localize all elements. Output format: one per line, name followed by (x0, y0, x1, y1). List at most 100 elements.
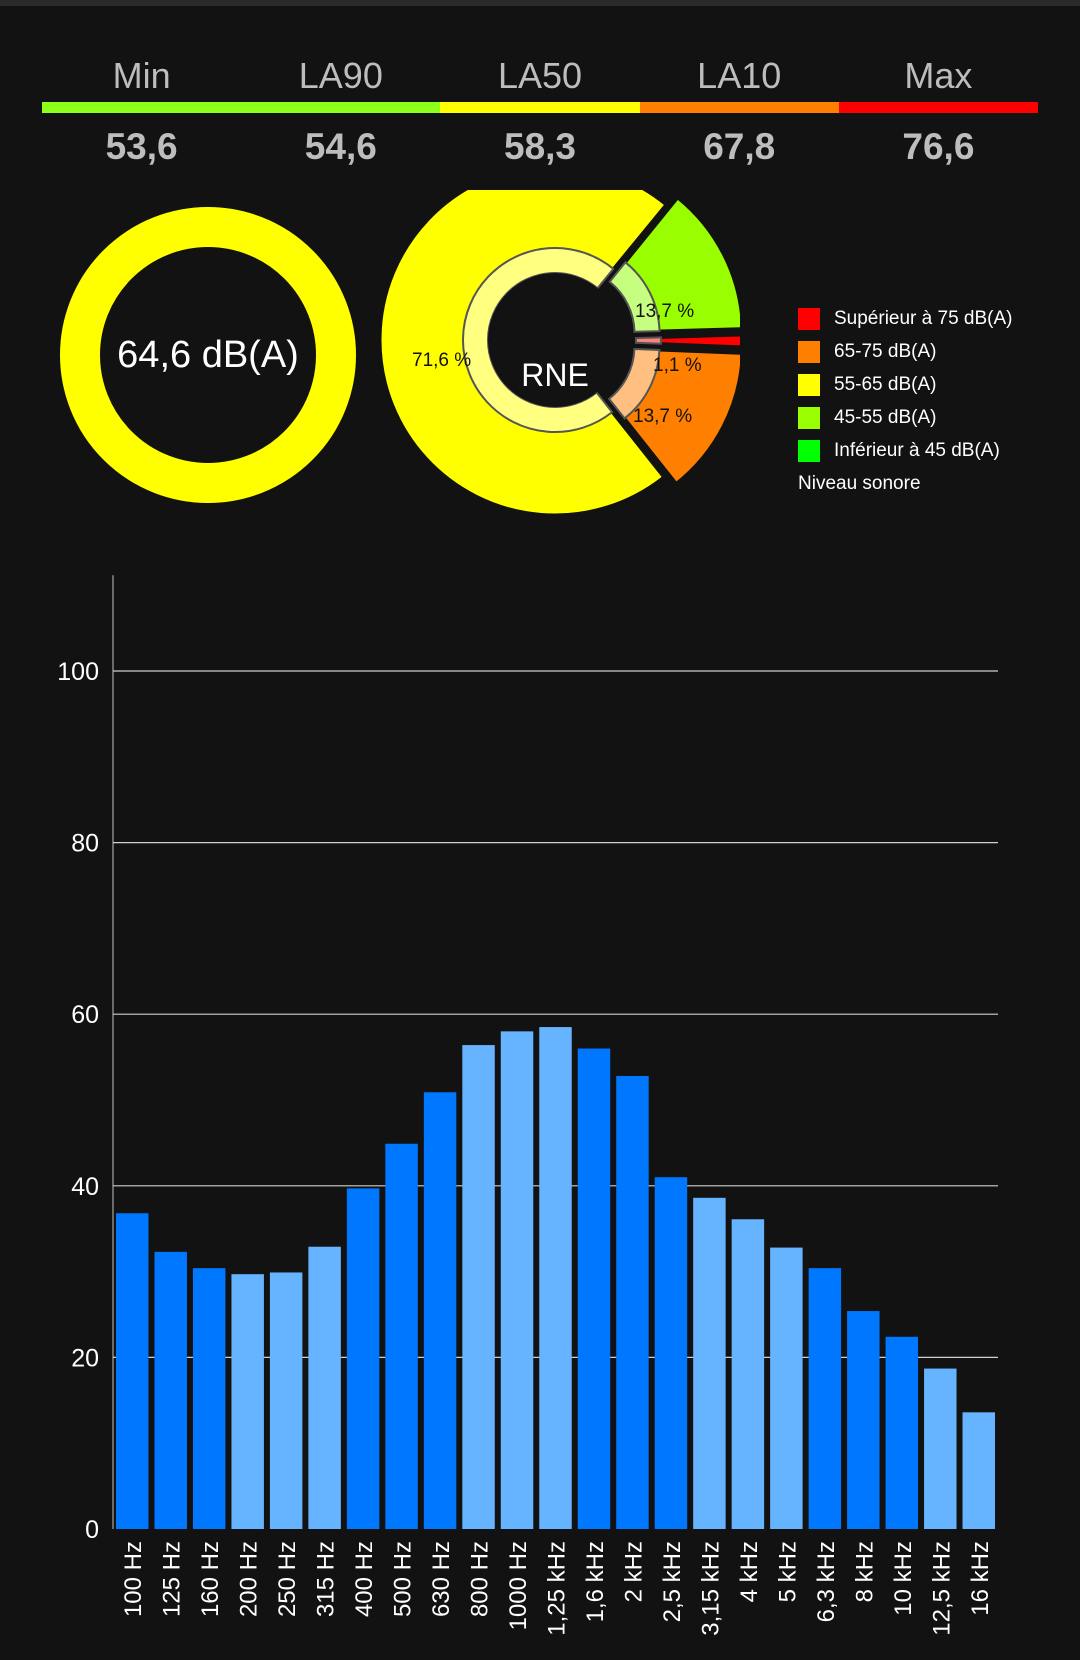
stat-color-bar (42, 102, 1039, 113)
x-tick-label: 630 Hz (428, 1541, 455, 1617)
stat-bar-max (838, 102, 1039, 113)
x-tick-label: 500 Hz (390, 1541, 417, 1617)
level-stats: Min LA90 LA50 LA10 Max 53,6 54,6 58,3 67… (42, 52, 1039, 171)
y-tick-label: 0 (85, 1516, 99, 1544)
stat-label-max: Max (904, 55, 973, 96)
pie-legend: Supérieur à 75 dB(A) 65-75 dB(A) 55-65 d… (798, 302, 1068, 499)
bar-125-hz (154, 1251, 187, 1529)
bar-500-hz (385, 1143, 418, 1529)
legend-item-65-75: 65-75 dB(A) (798, 335, 1068, 368)
bar-200-hz (231, 1274, 264, 1529)
bar-chart-svg: 0 20 40 60 80 100 100 Hz 125 Hz 160 Hz 200 Hz 250 … (57, 575, 998, 1636)
bar-1-6-khz (577, 1048, 611, 1529)
pie-label-65-75: 13,7 % (633, 406, 693, 427)
bar-800-hz (462, 1045, 495, 1529)
bar-4-khz (731, 1219, 765, 1529)
legend-item-over-75: Supérieur à 75 dB(A) (798, 302, 1068, 335)
legend-label: Inférieur à 45 dB(A) (834, 439, 1000, 461)
y-tick-label: 60 (71, 1001, 99, 1029)
y-tick-label: 100 (57, 658, 99, 686)
top-divider (0, 0, 1080, 6)
y-tick-label: 20 (71, 1344, 99, 1372)
legend-swatch (798, 340, 820, 363)
bar-3-15-khz (693, 1197, 726, 1529)
legend-item-55-65: 55-65 dB(A) (798, 368, 1068, 401)
x-tick-label: 1,25 kHz (544, 1541, 571, 1636)
x-tick-label: 800 Hz (467, 1541, 494, 1617)
y-tick-label: 40 (71, 1173, 99, 1201)
legend-caption: Niveau sonore (798, 473, 921, 494)
stat-label-la50: LA50 (497, 55, 583, 96)
x-tick-label: 125 Hz (159, 1541, 186, 1617)
pie-slice-over-75-inner (634, 336, 662, 345)
legend-swatch (798, 406, 820, 429)
bar-8-khz (847, 1311, 880, 1529)
stat-label-la10: LA10 (697, 55, 782, 96)
bar-5-khz (770, 1247, 803, 1529)
stat-value-min: 53,6 (105, 126, 178, 167)
x-tick-label: 5 kHz (774, 1541, 801, 1602)
x-tick-label: 400 Hz (351, 1541, 378, 1617)
x-tick-label: 160 Hz (197, 1541, 224, 1617)
pie-slice-over-75 (634, 333, 746, 349)
bar-400-hz (346, 1188, 380, 1529)
x-tick-label: 1,6 kHz (582, 1541, 609, 1622)
stat-bar-la10 (639, 102, 839, 113)
stat-label-row: Min LA90 LA50 LA10 Max (42, 52, 1038, 100)
x-tick-label: 3,15 kHz (697, 1541, 724, 1636)
stat-label-la90: LA90 (298, 55, 383, 96)
x-tick-label: 250 Hz (274, 1541, 301, 1617)
pie-slice-45-55-inner (608, 260, 661, 333)
pie-label-45-55: 13,7 % (635, 301, 695, 322)
bar-160-hz (192, 1268, 226, 1529)
pie-label-55-65: 71,6 % (412, 350, 472, 371)
stat-label-min: Min (112, 55, 171, 96)
legend-swatch (798, 373, 820, 396)
bar-12-5-khz (924, 1368, 957, 1529)
stat-bar-la50 (440, 102, 640, 113)
legend-label: 65-75 dB(A) (834, 340, 937, 362)
bar-16-khz (962, 1412, 995, 1529)
x-tick-label: 2,5 kHz (659, 1541, 686, 1622)
pie-center-label: RNE (521, 357, 589, 393)
spectrum-bar-chart: 0 20 40 60 80 100 100 Hz 125 Hz 160 Hz 200 Hz 250 … (0, 560, 1080, 1655)
legend-item-45-55: 45-55 dB(A) (798, 401, 1068, 434)
bar-6-3-khz (808, 1268, 842, 1529)
x-tick-label: 6,3 kHz (813, 1541, 840, 1622)
stat-value-max: 76,6 (902, 126, 975, 167)
x-tick-label: 8 kHz (851, 1541, 878, 1602)
x-tick-label: 2 kHz (620, 1541, 647, 1602)
x-tick-label: 1000 Hz (505, 1541, 532, 1630)
stat-bar-min (42, 102, 242, 113)
x-tick-label: 315 Hz (313, 1541, 340, 1617)
rne-pie-chart: RNE 13,7 % 1,1 % 13,7 % 71,6 % (370, 163, 746, 560)
legend-item-under-45: Inférieur à 45 dB(A) (798, 434, 1068, 467)
bar-1-25-khz (539, 1027, 572, 1529)
x-tick-label: 12,5 kHz (928, 1541, 955, 1636)
x-tick-label: 100 Hz (120, 1541, 147, 1617)
x-tick-label: 4 kHz (736, 1541, 763, 1602)
bar-10-khz (885, 1336, 919, 1529)
stat-value-row: 53,6 54,6 58,3 67,8 76,6 (42, 113, 1038, 171)
pie-hole (488, 273, 622, 407)
pie-slice-65-75 (606, 347, 744, 486)
bar-100-hz (116, 1213, 149, 1529)
bar-315-hz (308, 1246, 341, 1529)
stat-value-la90: 54,6 (304, 126, 377, 167)
legend-swatch (798, 307, 820, 330)
pie-graphic (378, 163, 746, 517)
stat-bar-la90 (241, 102, 441, 113)
pie-slice-65-75-inner (607, 347, 661, 420)
legend-swatch (798, 439, 820, 462)
stat-value-la50: 58,3 (504, 126, 577, 167)
legend-label: 55-65 dB(A) (834, 373, 937, 395)
bar-2-khz (616, 1075, 649, 1529)
average-level-ring: 64,6 dB(A) (58, 205, 358, 505)
pie-label-over-75: 1,1 % (653, 355, 702, 376)
bar-2-5-khz (654, 1177, 688, 1529)
y-tick-label: 80 (71, 830, 99, 858)
stat-value-la10: 67,8 (703, 126, 776, 167)
bar-630-hz (423, 1092, 457, 1529)
bar-250-hz (269, 1272, 303, 1529)
x-tick-label: 16 kHz (967, 1541, 994, 1616)
